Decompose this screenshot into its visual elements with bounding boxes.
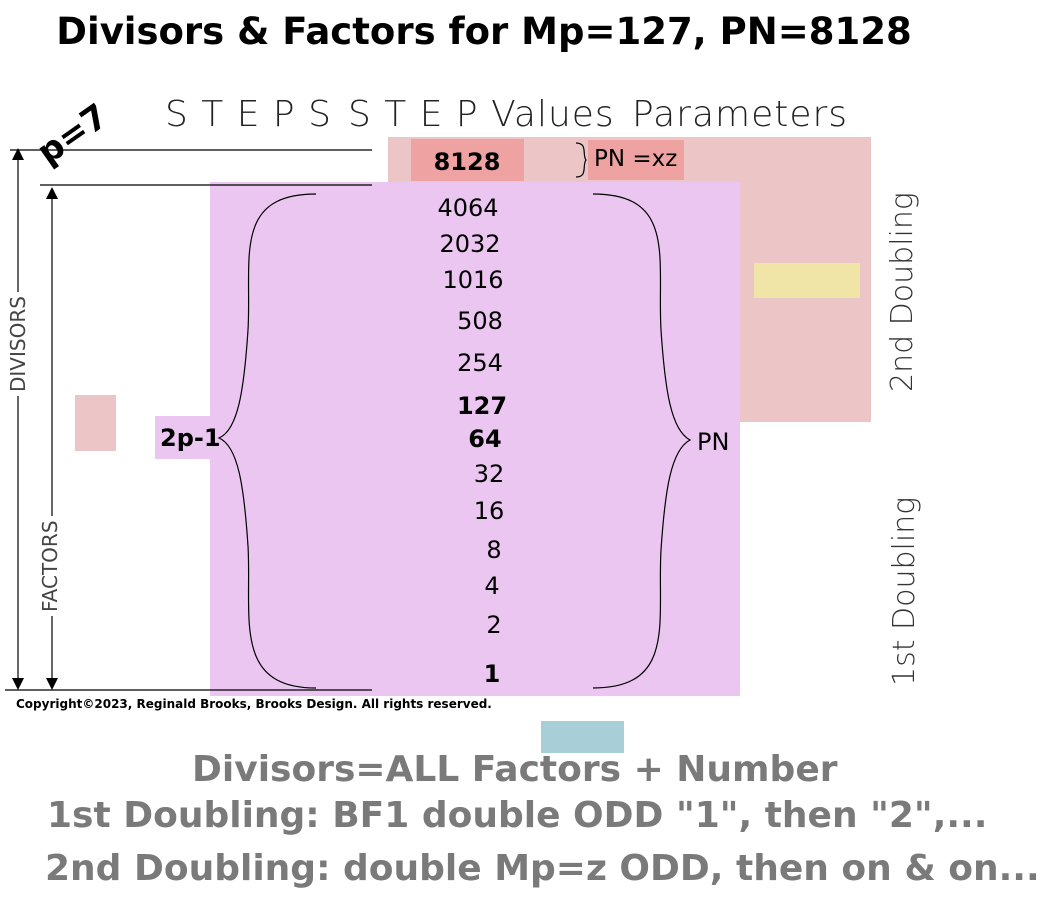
footer-line-2: 1st Doubling: BF1 double ODD "1", then "…	[47, 795, 988, 836]
pn-xz-label: PN =xz	[594, 146, 678, 172]
pn-xz-box	[588, 140, 684, 180]
footer-line-3: 2nd Doubling: double Mp=z ODD, then on &…	[45, 848, 1040, 889]
violet-steps-area	[210, 182, 740, 696]
step-value: 2	[486, 611, 502, 639]
step-value: 4	[484, 572, 500, 600]
step-value: 8	[486, 536, 502, 564]
step-value: 1	[483, 660, 501, 688]
factors-axis-label: FACTORS	[38, 516, 62, 616]
step-value: 4064	[437, 194, 499, 222]
step-value: 16	[473, 497, 505, 525]
second-doubling-label: 2nd Doubling	[885, 192, 920, 392]
pink-marker	[75, 395, 116, 451]
divisors-axis-label: DIVISORS	[6, 292, 30, 396]
header-parameters: Parameters	[632, 94, 849, 135]
first-doubling-label: 1st Doubling	[887, 496, 922, 686]
step-value: 1016	[442, 266, 504, 294]
left-brace-label: 2p-1	[160, 424, 221, 452]
step-value: 2032	[439, 230, 501, 258]
left-brace	[217, 193, 317, 689]
step-value: 127	[456, 392, 508, 420]
header-step-values: S T E P Values	[348, 94, 615, 135]
top-value-box	[411, 139, 524, 181]
copyright-note: Copyright©2023, Reginald Brooks, Brooks …	[16, 697, 492, 711]
top-value: 8128	[433, 148, 501, 176]
label-2p1-box	[155, 416, 213, 459]
small-brace	[575, 142, 587, 178]
header-steps: S T E P S	[165, 94, 332, 135]
right-brace-label: PN	[697, 428, 730, 456]
step-value: 32	[473, 460, 505, 488]
step-value: 508	[457, 307, 503, 335]
step-value: 254	[457, 349, 503, 377]
yellow-marker	[754, 263, 860, 298]
step-value: 64	[468, 425, 502, 453]
page-title: Divisors & Factors for Mp=127, PN=8128	[56, 10, 912, 53]
right-brace	[592, 193, 692, 689]
footer-line-1: Divisors=ALL Factors + Number	[192, 749, 838, 790]
teal-marker	[541, 721, 624, 753]
